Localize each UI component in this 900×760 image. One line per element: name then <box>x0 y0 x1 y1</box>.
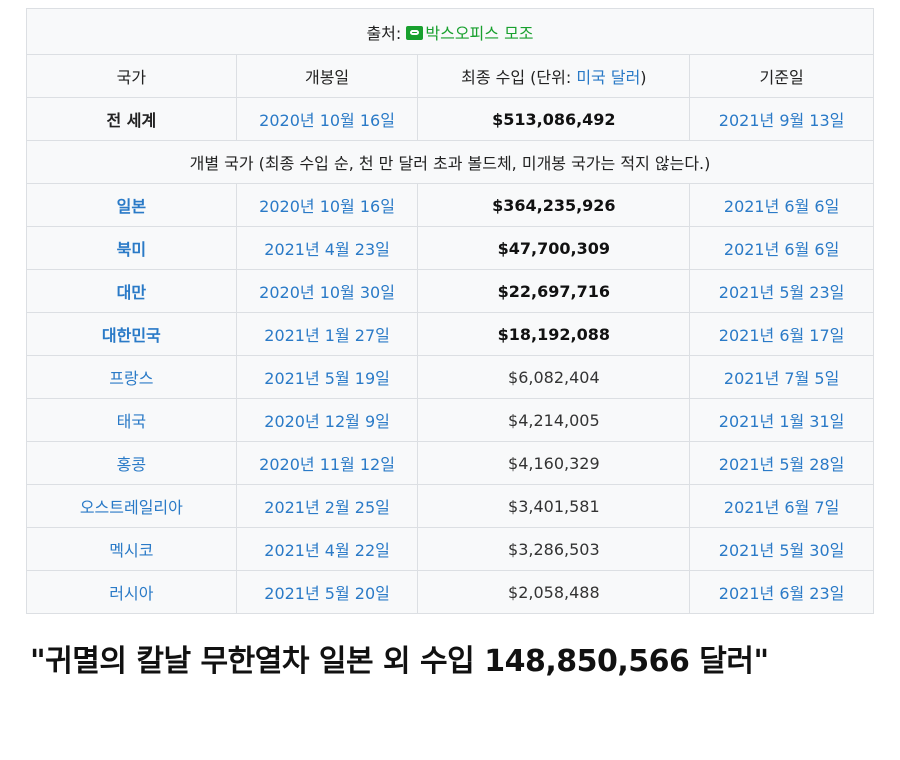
release-date-link[interactable]: 2020년 12월 9일 <box>235 398 419 442</box>
release-date-link[interactable]: 2020년 10월 16일 <box>235 183 419 227</box>
gross-value: $4,160,329 <box>417 441 691 485</box>
header-gross: 최종 수입 (단위: 미국 달러) <box>417 54 691 98</box>
worldwide-row: 전 세계 2020년 10월 16일 $513,086,492 2021년 9월… <box>26 97 874 141</box>
release-date-link[interactable]: 2020년 11월 12일 <box>235 441 419 485</box>
country-link[interactable]: 홍콩 <box>26 441 237 485</box>
source-row: 출처: 박스오피스 모조 <box>26 8 874 55</box>
source-cell: 출처: 박스오피스 모조 <box>26 8 874 55</box>
worldwide-release-link[interactable]: 2020년 10월 16일 <box>235 97 419 141</box>
country-row: 태국 2020년 12월 9일 $4,214,005 2021년 1월 31일 <box>26 398 874 442</box>
country-row: 홍콩 2020년 11월 12일 $4,160,329 2021년 5월 28일 <box>26 441 874 485</box>
source-link[interactable]: 박스오피스 모조 <box>425 23 534 43</box>
gross-value: $4,214,005 <box>417 398 691 442</box>
gross-value: $3,286,503 <box>417 527 691 571</box>
box-office-table: 출처: 박스오피스 모조 국가 개봉일 최종 수입 (단위: 미국 달러) 기준… <box>26 8 874 614</box>
gross-value: $18,192,088 <box>417 312 691 356</box>
header-gross-suffix: ) <box>640 68 647 87</box>
as-of-date-link[interactable]: 2021년 6월 7일 <box>689 484 874 528</box>
as-of-date-link[interactable]: 2021년 5월 30일 <box>689 527 874 571</box>
worldwide-as-of-link[interactable]: 2021년 9월 13일 <box>689 97 874 141</box>
worldwide-gross: $513,086,492 <box>417 97 691 141</box>
gross-value: $6,082,404 <box>417 355 691 399</box>
release-date-link[interactable]: 2021년 2월 25일 <box>235 484 419 528</box>
country-row: 프랑스 2021년 5월 19일 $6,082,404 2021년 7월 5일 <box>26 355 874 399</box>
source-label: 출처: <box>366 23 402 43</box>
as-of-date-link[interactable]: 2021년 6월 6일 <box>689 226 874 270</box>
note-row: 개별 국가 (최종 수입 순, 천 만 달러 초과 볼드체, 미개봉 국가는 적… <box>26 140 874 184</box>
country-link[interactable]: 러시아 <box>26 570 237 614</box>
note-cell: 개별 국가 (최종 수입 순, 천 만 달러 초과 볼드체, 미개봉 국가는 적… <box>26 140 874 184</box>
worldwide-country: 전 세계 <box>26 97 237 141</box>
as-of-date-link[interactable]: 2021년 6월 23일 <box>689 570 874 614</box>
country-row: 대만 2020년 10월 30일 $22,697,716 2021년 5월 23일 <box>26 269 874 313</box>
as-of-date-link[interactable]: 2021년 5월 23일 <box>689 269 874 313</box>
header-release: 개봉일 <box>235 54 419 98</box>
header-country: 국가 <box>26 54 237 98</box>
country-row: 오스트레일리아 2021년 2월 25일 $3,401,581 2021년 6월 7일 <box>26 484 874 528</box>
as-of-date-link[interactable]: 2021년 6월 6일 <box>689 183 874 227</box>
country-link[interactable]: 오스트레일리아 <box>26 484 237 528</box>
as-of-date-link[interactable]: 2021년 6월 17일 <box>689 312 874 356</box>
gross-value: $2,058,488 <box>417 570 691 614</box>
gross-value: $364,235,926 <box>417 183 691 227</box>
release-date-link[interactable]: 2021년 5월 19일 <box>235 355 419 399</box>
header-row: 국가 개봉일 최종 수입 (단위: 미국 달러) 기준일 <box>26 54 874 98</box>
link-icon <box>406 25 424 40</box>
country-link[interactable]: 북미 <box>26 226 237 270</box>
as-of-date-link[interactable]: 2021년 7월 5일 <box>689 355 874 399</box>
gross-value: $47,700,309 <box>417 226 691 270</box>
header-gross-prefix: 최종 수입 (단위: <box>461 68 577 87</box>
country-row: 북미 2021년 4월 23일 $47,700,309 2021년 6월 6일 <box>26 226 874 270</box>
country-link[interactable]: 태국 <box>26 398 237 442</box>
country-link[interactable]: 프랑스 <box>26 355 237 399</box>
usd-link[interactable]: 미국 달러 <box>576 68 641 87</box>
release-date-link[interactable]: 2020년 10월 30일 <box>235 269 419 313</box>
country-row: 일본 2020년 10월 16일 $364,235,926 2021년 6월 6일 <box>26 183 874 227</box>
country-row: 대한민국 2021년 1월 27일 $18,192,088 2021년 6월 17일 <box>26 312 874 356</box>
gross-value: $22,697,716 <box>417 269 691 313</box>
as-of-date-link[interactable]: 2021년 5월 28일 <box>689 441 874 485</box>
release-date-link[interactable]: 2021년 1월 27일 <box>235 312 419 356</box>
country-row: 멕시코 2021년 4월 22일 $3,286,503 2021년 5월 30일 <box>26 527 874 571</box>
country-row: 러시아 2021년 5월 20일 $2,058,488 2021년 6월 23일 <box>26 570 874 614</box>
header-as-of: 기준일 <box>689 54 874 98</box>
release-date-link[interactable]: 2021년 4월 23일 <box>235 226 419 270</box>
country-link[interactable]: 멕시코 <box>26 527 237 571</box>
gross-value: $3,401,581 <box>417 484 691 528</box>
country-link[interactable]: 일본 <box>26 183 237 227</box>
release-date-link[interactable]: 2021년 4월 22일 <box>235 527 419 571</box>
release-date-link[interactable]: 2021년 5월 20일 <box>235 570 419 614</box>
as-of-date-link[interactable]: 2021년 1월 31일 <box>689 398 874 442</box>
country-link[interactable]: 대만 <box>26 269 237 313</box>
country-link[interactable]: 대한민국 <box>26 312 237 356</box>
caption: "귀멸의 칼날 무한열차 일본 외 수입 148,850,566 달러" <box>30 644 769 679</box>
